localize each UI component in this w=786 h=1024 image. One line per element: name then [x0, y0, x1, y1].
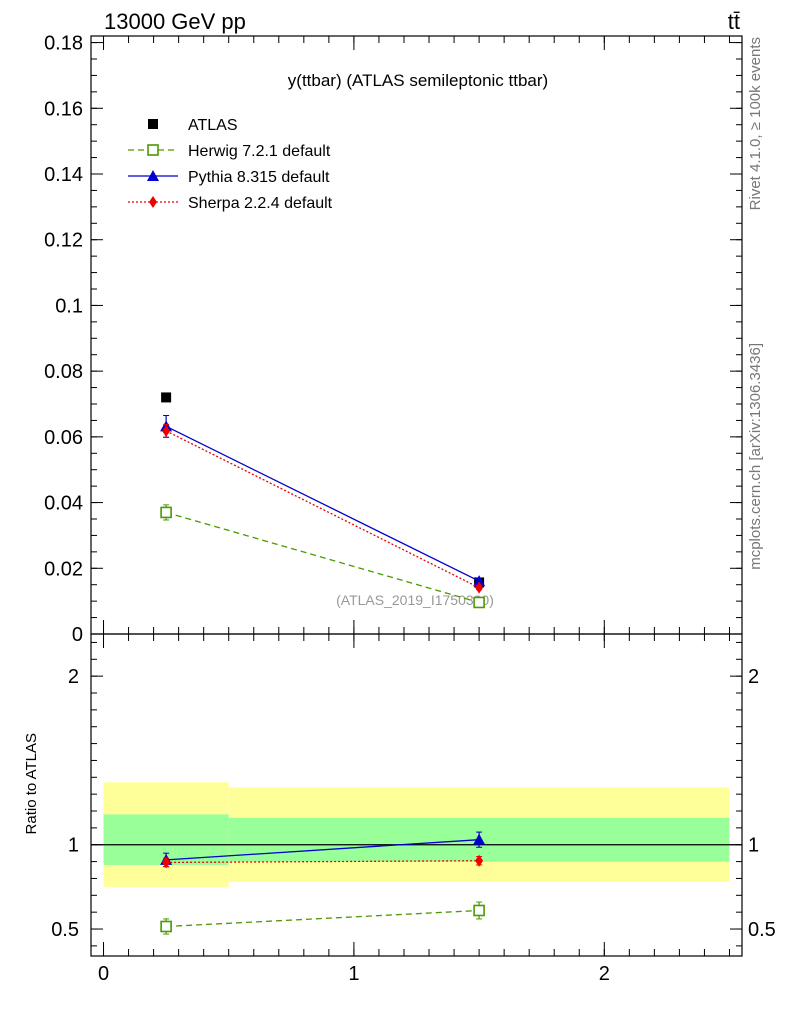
ratio-y-tick-label-right: 0.5 [748, 919, 776, 941]
ratio-y-tick-label: 2 [68, 666, 79, 688]
ratio-y-tick-label-right: 1 [748, 835, 759, 857]
ratio-ylabel: Ratio to ATLAS [23, 733, 40, 834]
main-ticks: 0 0.02 0.04 0.06 0.08 0.1 0.12 0.14 0.16 0.18 0 1 2 [44, 33, 742, 985]
ratio-point-pythia [473, 833, 486, 845]
y-tick-label: 0.1 [55, 295, 83, 317]
y-tick-label: 0.04 [44, 493, 83, 515]
x-tick-label: 0 [98, 963, 109, 985]
mcplots-label: mcplots.cern.ch [arXiv:1306.3436] [747, 343, 764, 570]
y-tick-label: 0.06 [44, 427, 83, 449]
legend-label-sherpa: Sherpa 2.2.4 default [188, 195, 333, 212]
point-sherpa [162, 424, 171, 437]
process-label: tt̄ [728, 9, 740, 34]
ratio-y-tick-label: 0.5 [51, 919, 79, 941]
point-herwig [473, 596, 485, 609]
series-line-sherpa [165, 430, 480, 589]
legend-marker-atlas [148, 119, 158, 129]
legend-label-herwig: Herwig 7.2.1 default [188, 143, 331, 160]
ratio-point-sherpa [162, 856, 171, 869]
ratio-line-pythia [166, 839, 480, 861]
ratio-ticks: 0.5 0.5 1 1 2 2 [51, 641, 776, 947]
ratio-point-herwig [473, 904, 485, 917]
legend-label-pythia: Pythia 8.315 default [188, 169, 330, 186]
ratio-point-sherpa [475, 854, 484, 867]
y-tick-label: 0.12 [44, 230, 83, 252]
ratio-point-herwig [160, 920, 172, 933]
series-line-pythia [165, 425, 480, 582]
series-line-herwig [165, 511, 480, 604]
ratio-line-herwig [166, 909, 480, 928]
point-herwig [160, 506, 172, 519]
main-series [160, 392, 486, 609]
ratio-line-sherpa [166, 860, 480, 864]
legend-label-atlas: ATLAS [188, 117, 238, 134]
legend-marker-pythia [147, 170, 159, 181]
ratio-y-tick-label: 1 [68, 835, 79, 857]
ratio-bands [91, 782, 742, 887]
chart-title: y(ttbar) (ATLAS semileptonic ttbar) [288, 71, 548, 90]
ratio-y-tick-label-right: 2 [748, 666, 759, 688]
y-tick-label: 0.18 [44, 33, 83, 55]
legend-marker-sherpa [149, 196, 157, 208]
x-tick-label: 1 [348, 963, 359, 985]
y-tick-label: 0.14 [44, 164, 83, 186]
ratio-series [160, 831, 486, 935]
rivet-label: Rivet 4.1.0, ≥ 100k events [747, 37, 764, 210]
energy-label: 13000 GeV pp [104, 9, 246, 34]
x-tick-label: 2 [599, 963, 610, 985]
y-tick-label: 0.08 [44, 361, 83, 383]
watermark: (ATLAS_2019_I1750330) [336, 592, 494, 608]
data-point-atlas [161, 392, 172, 403]
point-sherpa [475, 581, 484, 594]
ratio-frame [90, 633, 743, 957]
y-tick-label: 0.16 [44, 98, 83, 120]
y-tick-label: 0.02 [44, 558, 83, 580]
legend-marker-herwig [147, 144, 159, 156]
point-pythia [473, 575, 486, 587]
legend: ATLAS Herwig 7.2.1 default Pythia 8.315 de… [128, 117, 333, 212]
y-tick-label: 0 [72, 624, 83, 646]
